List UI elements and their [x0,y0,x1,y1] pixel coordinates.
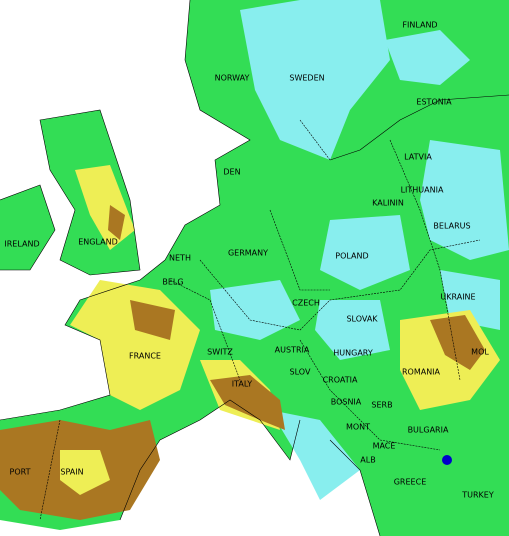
label: ALB [360,456,375,465]
label: AUSTRIA [275,346,310,355]
label: SERB [371,401,392,410]
marker [442,455,452,465]
label: ESTONIA [416,98,452,107]
label: CZECH [292,299,320,308]
labels: FINLAND NORWAY SWEDEN ESTONIA LATVIA DEN… [4,21,493,500]
label: MACE [373,442,396,451]
label: SWEDEN [289,74,324,83]
label: BELG [162,278,183,287]
label: MONT [346,423,370,432]
label: ROMANIA [402,368,441,377]
label: DEN [223,168,240,177]
label: CROATIA [323,376,358,385]
label: IRELAND [4,240,39,249]
label: PORT [10,468,31,477]
label: GERMANY [228,249,268,258]
label: BELARUS [433,222,470,231]
label: NETH [169,254,191,263]
label: MOL [471,348,489,357]
label: BULGARIA [408,426,449,435]
label: GREECE [394,478,427,487]
label: SWITZ [207,348,233,357]
label: SPAIN [60,468,83,477]
label: FRANCE [129,352,161,361]
label: NORWAY [215,74,250,83]
label: ENGLAND [78,238,118,247]
label: TURKEY [461,491,494,500]
label: KALININ [372,199,404,208]
label: BOSNIA [331,398,362,407]
label: LATVIA [404,153,432,162]
label: ITALY [232,380,252,389]
label: FINLAND [402,21,437,30]
label: SLOVAK [346,315,378,324]
label: SLOV [290,368,311,377]
label: POLAND [335,252,368,261]
label: LITHUANIA [401,186,444,195]
label: HUNGARY [333,349,373,358]
borders [39,119,481,521]
label: UKRAINE [440,293,475,302]
